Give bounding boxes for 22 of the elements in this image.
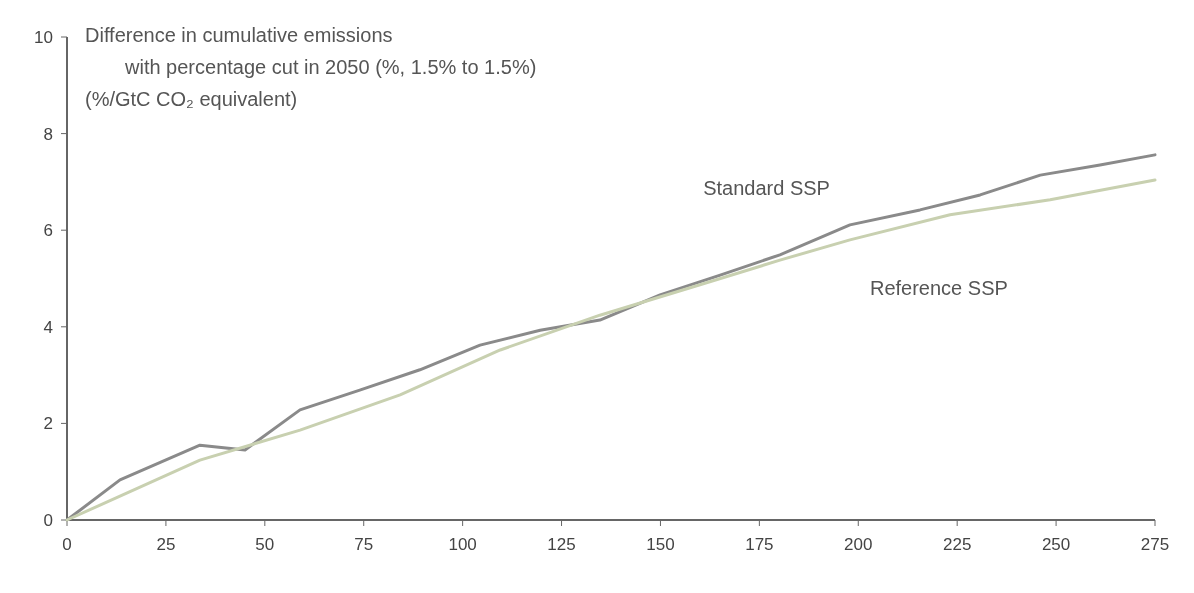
y-tick-label: 4: [43, 317, 53, 337]
y-tick-label: 8: [43, 124, 53, 144]
x-tick-label: 150: [646, 535, 675, 554]
text: with percentage cut in 2050 (%, 1.5% to 1.5%) (%/GtC CO₂ equivalent): [85, 56, 537, 110]
x-tick-label: 0: [62, 535, 72, 554]
x-tick-label: 175: [745, 535, 774, 554]
x-tick-label: 250: [1041, 535, 1071, 554]
x-tick-label: 100: [448, 535, 477, 554]
y-tick-label: 2: [43, 414, 53, 434]
x-tick-label: 25: [156, 535, 176, 554]
x-tick-label: 275: [1140, 535, 1170, 554]
x-tick-label: 75: [354, 535, 374, 554]
y-tick-label: 10: [34, 27, 53, 47]
x-tick-label: 225: [942, 535, 972, 554]
y-tick-label: 6: [43, 221, 53, 241]
text: Reference SSP: [869, 276, 1008, 299]
x-tick-label: 200: [844, 535, 873, 554]
x-tick-label: 50: [255, 535, 275, 554]
series-label: Standard SSP: [703, 176, 830, 199]
x-tick-label: 125: [547, 535, 576, 554]
y-tick-label: 0: [43, 510, 53, 530]
chart-title: Difference in cumulative emissions: [85, 24, 393, 46]
